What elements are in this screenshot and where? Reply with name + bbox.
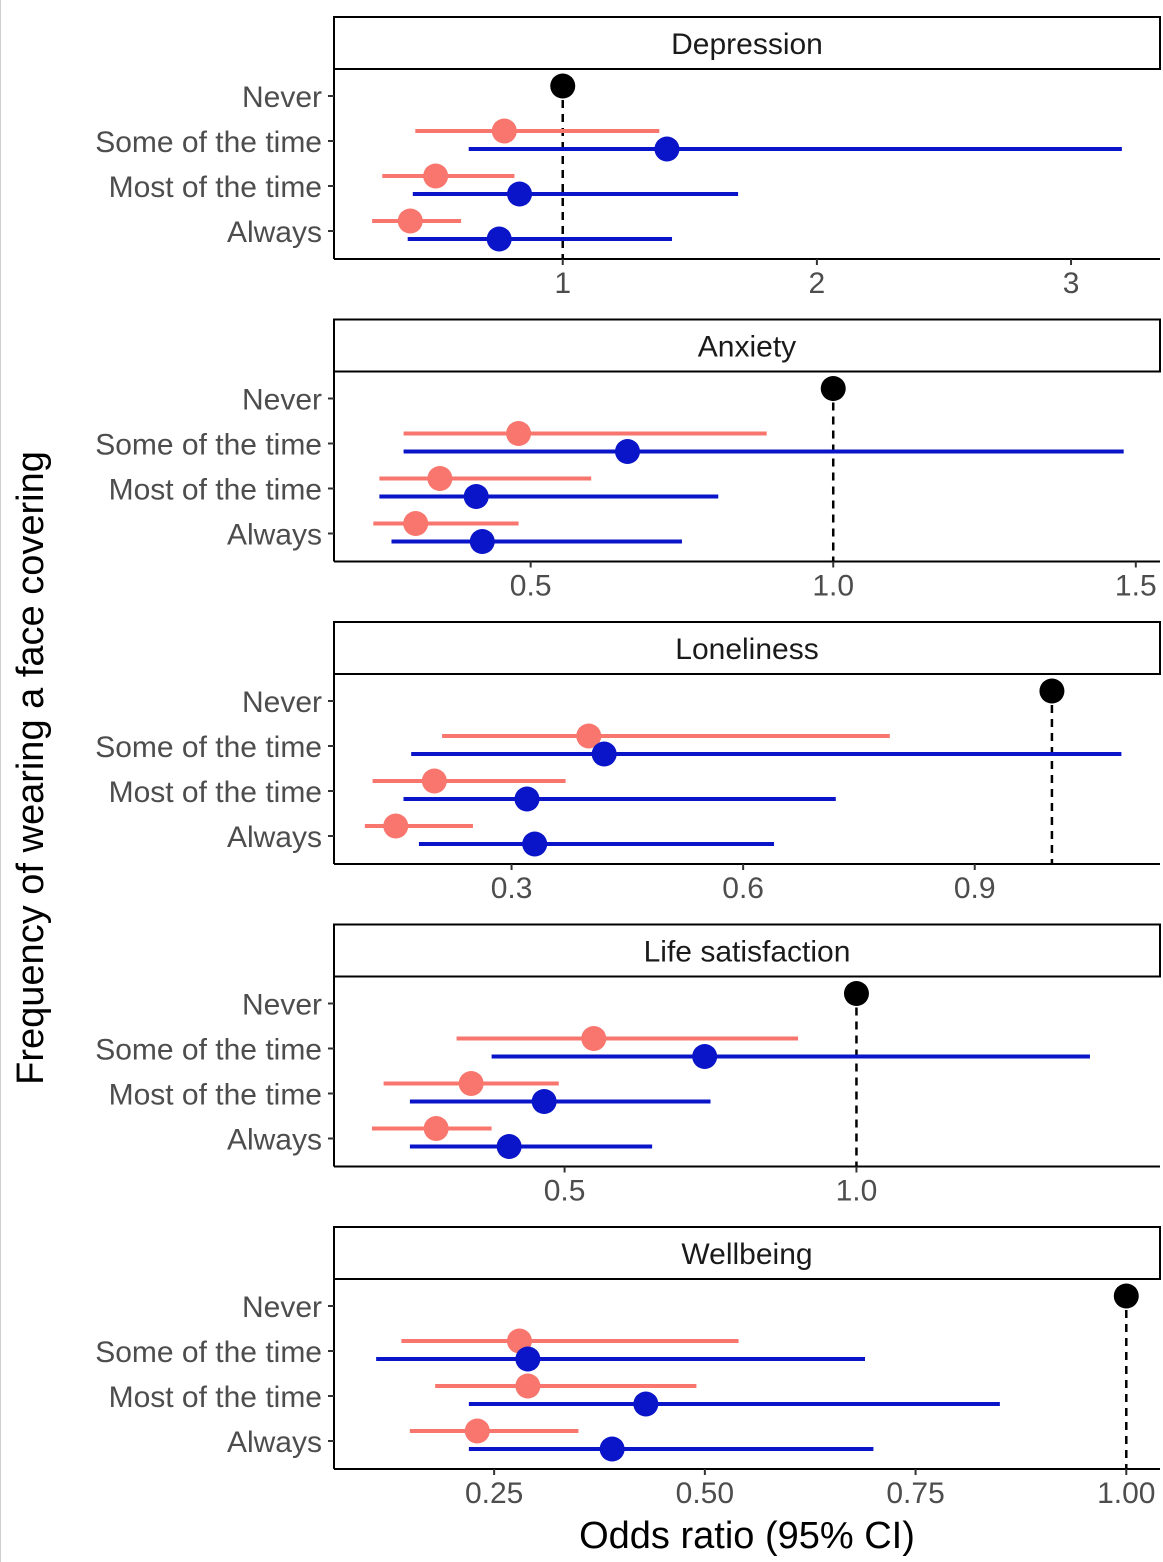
x-tick-label: 1.0 [812,570,854,603]
estimate-point [465,1419,490,1444]
estimate-point [592,742,617,767]
estimate-point [423,164,448,189]
estimate-point [424,1116,449,1141]
y-tick-label: Always [227,1124,322,1157]
estimate-point [692,1044,717,1069]
y-tick-label: Some of the time [95,126,322,159]
estimate-point [383,814,408,839]
panel-title: Wellbeing [681,1238,812,1271]
panel-title: Loneliness [675,633,818,666]
estimate-point [403,511,428,536]
estimate-point [487,227,512,252]
y-tick-label: Most of the time [109,1381,322,1414]
x-tick-label: 0.5 [544,1175,586,1208]
y-tick-label: Most of the time [109,171,322,204]
estimate-point [492,119,517,144]
x-tick-label: 0.6 [722,872,764,905]
x-tick-label: 0.9 [954,872,996,905]
x-axis-title: Odds ratio (95% CI) [579,1515,915,1557]
panel-0: Depression Never Some of the time Most of t… [95,17,1160,300]
x-tick-label: 1 [554,267,571,300]
panel-title: Depression [671,28,823,61]
panel-3: Life satisfaction Never Some of the time Mo… [95,925,1160,1208]
panel-4: Wellbeing Never Some of the time Most of th… [95,1227,1160,1510]
y-tick-label: Always [227,216,322,249]
y-tick-label: Never [242,384,322,417]
x-tick-label: 1.00 [1097,1477,1155,1510]
x-tick-label: 0.50 [676,1477,734,1510]
y-tick-label: Most of the time [109,776,322,809]
y-tick-label: Never [242,989,322,1022]
y-tick-label: Never [242,686,322,719]
panel-2: Loneliness Never Some of the time Most of t… [95,622,1160,905]
y-tick-label: Most of the time [109,474,322,507]
estimate-point [515,1347,540,1372]
estimate-point [464,484,489,509]
y-tick-label: Never [242,1291,322,1324]
reference-point [1039,679,1064,704]
estimate-point [497,1134,522,1159]
y-tick-label: Some of the time [95,1336,322,1369]
estimate-point [470,529,495,554]
y-axis-title: Frequency of wearing a face covering [10,451,52,1085]
panel-1: Anxiety Never Some of the time Most of the … [95,320,1160,603]
estimate-point [427,466,452,491]
reference-point [550,74,575,99]
estimate-point [507,182,532,207]
reference-point [844,981,869,1006]
estimate-point [459,1071,484,1096]
x-tick-label: 0.3 [491,872,533,905]
x-tick-label: 0.5 [510,570,552,603]
y-tick-label: Always [227,1426,322,1459]
estimate-point [522,832,547,857]
reference-point [1114,1284,1139,1309]
estimate-point [514,787,539,812]
y-tick-label: Some of the time [95,1034,322,1067]
y-tick-label: Most of the time [109,1079,322,1112]
y-tick-label: Always [227,519,322,552]
x-tick-label: 1.5 [1115,570,1157,603]
estimate-point [398,209,423,234]
x-tick-label: 0.75 [886,1477,944,1510]
estimate-point [581,1026,606,1051]
estimate-point [654,137,679,162]
panel-title: Life satisfaction [644,936,851,969]
x-tick-label: 3 [1063,267,1080,300]
panel-title: Anxiety [698,331,796,364]
estimate-point [615,439,640,464]
estimate-point [422,769,447,794]
estimate-point [506,421,531,446]
estimate-point [633,1392,658,1417]
y-tick-label: Always [227,821,322,854]
estimate-point [532,1089,557,1114]
x-tick-label: 1.0 [836,1175,878,1208]
estimate-point [515,1374,540,1399]
y-tick-label: Some of the time [95,731,322,764]
reference-point [821,376,846,401]
x-tick-label: 0.25 [465,1477,523,1510]
y-tick-label: Some of the time [95,429,322,462]
estimate-point [600,1437,625,1462]
y-tick-label: Never [242,81,322,114]
x-tick-label: 2 [809,267,826,300]
